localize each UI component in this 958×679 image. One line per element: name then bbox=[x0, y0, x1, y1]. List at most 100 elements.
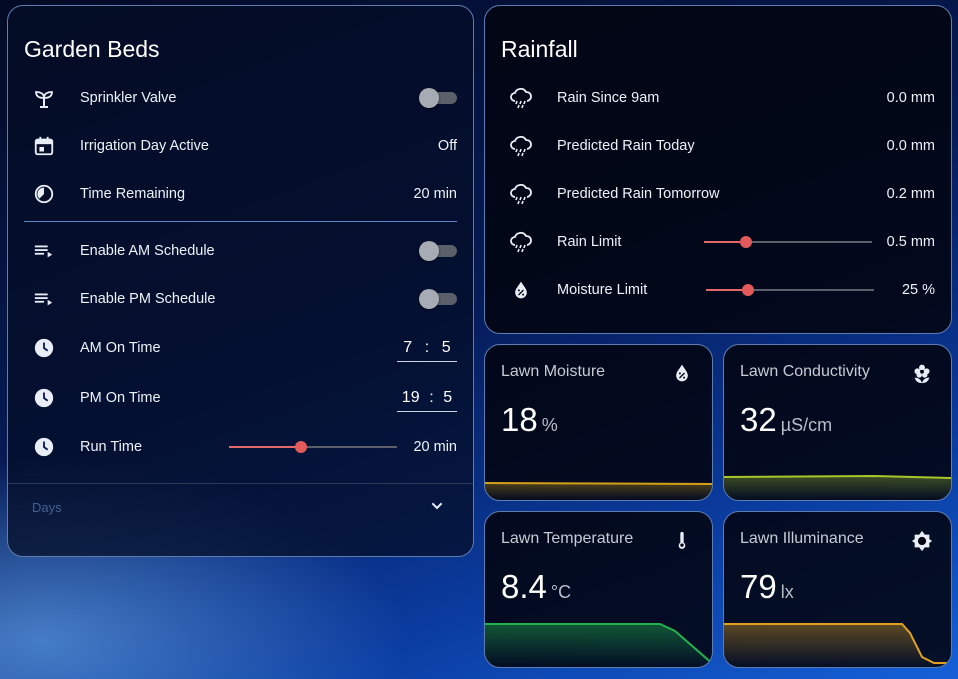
water-percent-icon bbox=[509, 278, 533, 302]
days-label: Days bbox=[32, 500, 62, 515]
moisture-limit-row: Moisture Limit 25 % bbox=[485, 270, 951, 310]
am-on-time-row: AM On Time 7 : 5 bbox=[8, 328, 473, 368]
value-unit: % bbox=[541, 415, 558, 435]
list-icon bbox=[32, 239, 56, 263]
lawn-illuminance-card[interactable]: Lawn Illuminance 79 lx bbox=[723, 511, 952, 668]
value-number: 79 bbox=[740, 568, 777, 605]
irrigation-day-value: Off bbox=[437, 138, 457, 154]
days-divider bbox=[8, 483, 473, 484]
rain-since-value: 0.0 mm bbox=[886, 90, 935, 106]
sensor-value: 8.4 °C bbox=[501, 568, 571, 606]
rain-icon bbox=[509, 230, 533, 254]
clock-icon bbox=[32, 336, 56, 360]
predicted-tomorrow-value: 0.2 mm bbox=[886, 186, 935, 202]
lawn-temperature-card[interactable]: Lawn Temperature 8.4 °C bbox=[484, 511, 713, 668]
predicted-tomorrow-label: Predicted Rain Tomorrow bbox=[557, 186, 720, 202]
pm-hour[interactable]: 19 bbox=[401, 388, 420, 406]
rain-since-label: Rain Since 9am bbox=[557, 90, 660, 106]
slider-thumb[interactable] bbox=[295, 441, 308, 453]
card-title: Rainfall bbox=[501, 36, 578, 62]
rain-limit-row: Rain Limit 0.5 mm bbox=[485, 222, 951, 262]
moisture-limit-slider[interactable] bbox=[706, 280, 874, 300]
section-divider bbox=[24, 221, 457, 222]
moisture-sparkline bbox=[485, 482, 712, 500]
rain-icon bbox=[509, 134, 533, 158]
pm-schedule-label: Enable PM Schedule bbox=[80, 291, 216, 307]
irrigation-day-label: Irrigation Day Active bbox=[80, 138, 209, 154]
sprinkler-valve-toggle[interactable] bbox=[419, 88, 457, 108]
list-icon bbox=[32, 287, 56, 311]
pm-on-time-row: PM On Time 19 : 5 bbox=[8, 378, 473, 418]
value-unit: °C bbox=[550, 582, 572, 602]
predicted-tomorrow-row[interactable]: Predicted Rain Tomorrow 0.2 mm bbox=[485, 174, 951, 214]
timer-icon bbox=[32, 182, 56, 206]
run-time-value: 20 min bbox=[413, 439, 457, 455]
pm-minute[interactable]: 5 bbox=[443, 388, 453, 406]
conductivity-sparkline bbox=[724, 474, 951, 500]
pm-time-input[interactable]: 19 : 5 bbox=[397, 385, 457, 412]
run-time-label: Run Time bbox=[80, 439, 143, 455]
am-schedule-row[interactable]: Enable AM Schedule bbox=[8, 231, 473, 271]
lawn-moisture-card[interactable]: Lawn Moisture 18% bbox=[484, 344, 713, 501]
garden-beds-card: Garden Beds Sprinkler Valve Irrigation D… bbox=[7, 5, 474, 557]
calendar-icon bbox=[32, 134, 56, 158]
rain-icon bbox=[509, 182, 533, 206]
am-hour[interactable]: 7 bbox=[403, 338, 413, 356]
time-separator: : bbox=[424, 338, 430, 356]
chevron-down-icon[interactable] bbox=[429, 498, 445, 514]
sprinkler-valve-label: Sprinkler Valve bbox=[80, 90, 177, 106]
rain-limit-label: Rain Limit bbox=[557, 234, 622, 250]
value-number: 32 bbox=[740, 401, 777, 438]
moisture-limit-value: 25 % bbox=[901, 282, 935, 298]
thermometer-icon bbox=[672, 530, 694, 552]
brightness-icon bbox=[911, 530, 933, 552]
predicted-today-row[interactable]: Predicted Rain Today 0.0 mm bbox=[485, 126, 951, 166]
rainfall-card: Rainfall Rain Since 9am 0.0 mm Predicted… bbox=[484, 5, 952, 334]
slider-fill bbox=[229, 446, 302, 448]
am-time-input[interactable]: 7 : 5 bbox=[397, 335, 457, 362]
value-unit: lx bbox=[780, 582, 794, 602]
days-expander[interactable]: Days bbox=[8, 484, 473, 534]
rain-icon bbox=[509, 86, 533, 110]
card-title: Garden Beds bbox=[24, 36, 160, 62]
rain-limit-value: 0.5 mm bbox=[886, 234, 935, 250]
value-number: 8.4 bbox=[501, 568, 547, 605]
value-number: 18 bbox=[501, 401, 538, 438]
sensor-name: Lawn Temperature bbox=[501, 530, 634, 547]
clock-icon bbox=[32, 386, 56, 410]
am-minute[interactable]: 5 bbox=[441, 338, 451, 356]
pm-on-time-label: PM On Time bbox=[80, 390, 161, 406]
am-on-time-label: AM On Time bbox=[80, 340, 161, 356]
value-unit: µS/cm bbox=[780, 415, 833, 435]
rain-limit-slider[interactable] bbox=[704, 232, 872, 252]
am-schedule-toggle[interactable] bbox=[419, 241, 457, 261]
run-time-row: Run Time 20 min bbox=[8, 427, 473, 467]
flower-icon bbox=[911, 363, 933, 385]
sensor-name: Lawn Conductivity bbox=[740, 363, 870, 380]
sensor-value: 79 lx bbox=[740, 568, 794, 606]
time-remaining-label: Time Remaining bbox=[80, 186, 186, 202]
lawn-conductivity-card[interactable]: Lawn Conductivity 32 µS/cm bbox=[723, 344, 952, 501]
run-time-slider[interactable] bbox=[229, 437, 397, 457]
slider-thumb[interactable] bbox=[740, 236, 752, 248]
moisture-limit-label: Moisture Limit bbox=[557, 282, 648, 298]
clock-icon bbox=[32, 435, 56, 459]
slider-thumb[interactable] bbox=[742, 284, 754, 296]
predicted-today-label: Predicted Rain Today bbox=[557, 138, 695, 154]
sensor-value: 32 µS/cm bbox=[740, 401, 832, 439]
rain-since-row[interactable]: Rain Since 9am 0.0 mm bbox=[485, 78, 951, 118]
pm-schedule-row[interactable]: Enable PM Schedule bbox=[8, 279, 473, 319]
am-schedule-label: Enable AM Schedule bbox=[80, 243, 215, 259]
sensor-name: Lawn Moisture bbox=[501, 363, 606, 380]
slider-fill bbox=[706, 289, 748, 291]
irrigation-day-row[interactable]: Irrigation Day Active Off bbox=[8, 126, 473, 166]
sensor-value: 18% bbox=[501, 401, 558, 439]
slider-fill bbox=[704, 241, 746, 243]
pm-schedule-toggle[interactable] bbox=[419, 289, 457, 309]
time-remaining-row[interactable]: Time Remaining 20 min bbox=[8, 174, 473, 214]
predicted-today-value: 0.0 mm bbox=[886, 138, 935, 154]
time-separator: : bbox=[429, 388, 434, 406]
sprinkler-valve-row[interactable]: Sprinkler Valve bbox=[8, 78, 473, 118]
sprout-icon bbox=[32, 86, 56, 110]
temperature-sparkline bbox=[485, 623, 712, 667]
